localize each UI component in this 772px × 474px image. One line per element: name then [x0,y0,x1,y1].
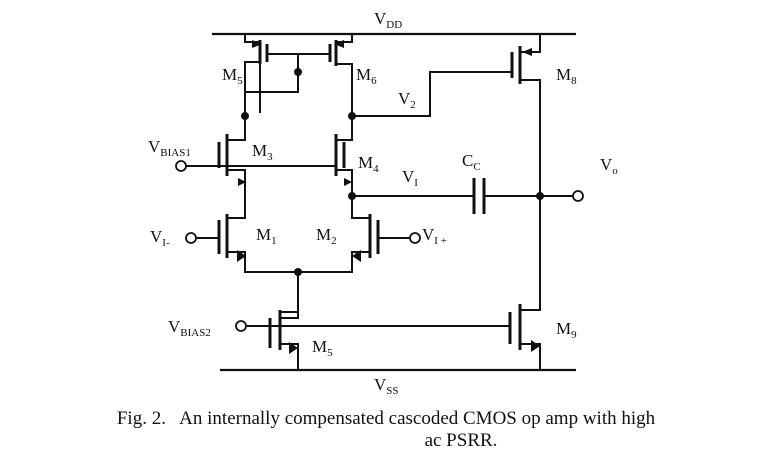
m5-m6-gate-tie [244,53,299,93]
label-m8: M8 [556,65,577,87]
op-amp-schematic: VDD VSS M5 M6 M8 V2 VBIAS1 M3 M4 VI CC V… [148,9,618,397]
label-m5-top: M5 [222,65,243,87]
label-m9: M9 [556,319,577,341]
vo-terminal [572,190,584,202]
label-vss: VSS [374,375,399,397]
transistor-m1 [217,185,246,273]
figure-caption: Fig. 2. An internally compensated cascod… [0,408,772,452]
transistor-m3 [217,115,246,187]
label-vin-plus: VI + [422,225,447,247]
tail-wire [244,271,353,313]
transistor-m5-bottom [268,310,299,371]
label-v2: V2 [398,89,416,111]
vbias2-terminal [235,320,247,332]
label-m3: M3 [252,141,273,163]
label-vin-minus: VI- [150,227,170,249]
label-m5-bottom: M5 [312,337,333,359]
vin-plus-terminal [409,232,421,244]
label-vbias1: VBIAS1 [148,137,191,159]
transistor-m4 [334,115,353,197]
label-v1: VI [402,167,418,189]
vin-minus-terminal [185,232,197,244]
transistor-m9 [508,195,541,371]
label-m2: M2 [316,225,337,247]
transistor-m6 [328,33,353,113]
label-m1: M1 [256,225,277,247]
label-vo: Vo [600,155,618,177]
caption-line2: ac PSRR. [424,430,498,451]
caption-line1: An internally compensated cascoded CMOS … [179,408,656,429]
caption-prefix: Fig. 2. [116,408,166,429]
label-vbias2: VBIAS2 [168,317,211,339]
label-m4: M4 [358,153,379,175]
label-m6: M6 [356,65,377,87]
label-cc: CC [462,151,481,173]
transistor-m8 [510,33,541,197]
transistor-m5-top [244,33,331,113]
transistor-m2 [351,195,380,273]
vbias1-terminal [175,160,187,172]
label-vdd: VDD [374,9,402,31]
